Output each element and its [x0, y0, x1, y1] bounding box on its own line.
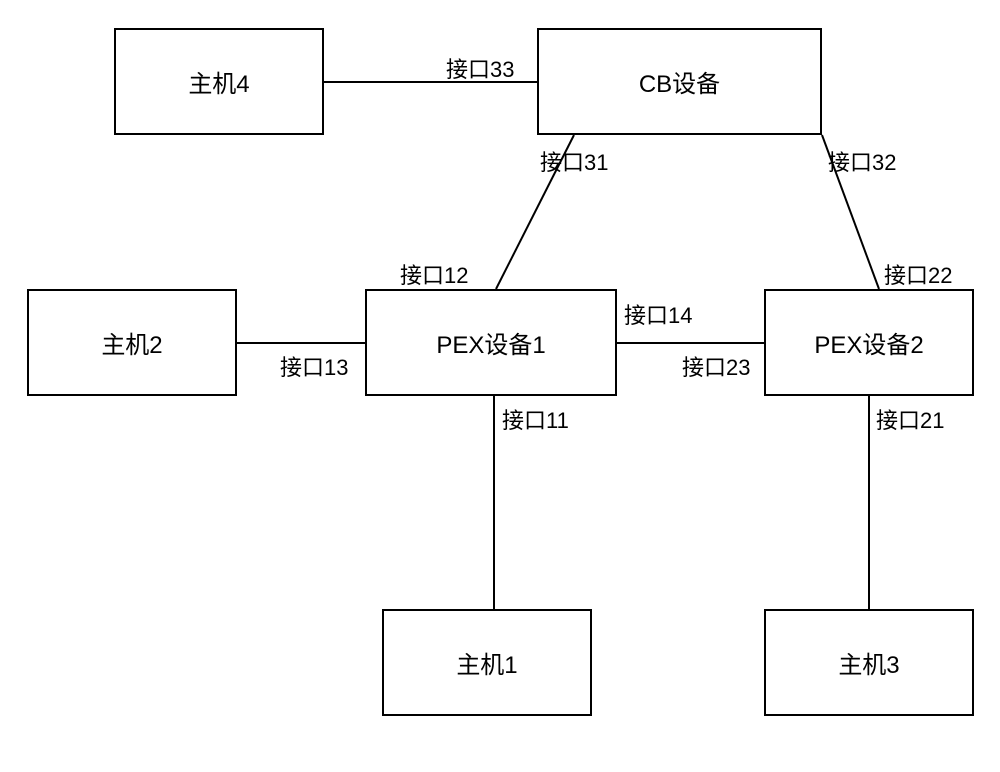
- node-label: 主机4: [188, 64, 249, 99]
- node-host2: 主机2: [27, 289, 237, 396]
- interface-label: 接口23: [682, 350, 750, 382]
- node-host3: 主机3: [764, 609, 974, 716]
- interface-label: 接口31: [540, 145, 608, 177]
- diagram-canvas: 主机4 CB设备 主机2 PEX设备1 PEX设备2 主机1 主机3 接口33 接…: [0, 0, 1000, 772]
- node-label: PEX设备2: [814, 325, 923, 360]
- interface-label: 接口33: [446, 52, 514, 84]
- interface-label: 接口11: [502, 403, 569, 435]
- interface-label: 接口14: [624, 298, 692, 330]
- node-label: CB设备: [639, 64, 720, 99]
- node-pex2: PEX设备2: [764, 289, 974, 396]
- node-label: 主机1: [456, 645, 517, 680]
- node-host4: 主机4: [114, 28, 324, 135]
- interface-label: 接口32: [828, 145, 896, 177]
- node-label: PEX设备1: [436, 325, 545, 360]
- node-label: 主机3: [838, 645, 899, 680]
- node-host1: 主机1: [382, 609, 592, 716]
- node-pex1: PEX设备1: [365, 289, 617, 396]
- interface-label: 接口13: [280, 350, 348, 382]
- node-label: 主机2: [101, 325, 162, 360]
- interface-label: 接口12: [400, 258, 468, 290]
- interface-label: 接口22: [884, 258, 952, 290]
- interface-label: 接口21: [876, 403, 944, 435]
- node-cb: CB设备: [537, 28, 822, 135]
